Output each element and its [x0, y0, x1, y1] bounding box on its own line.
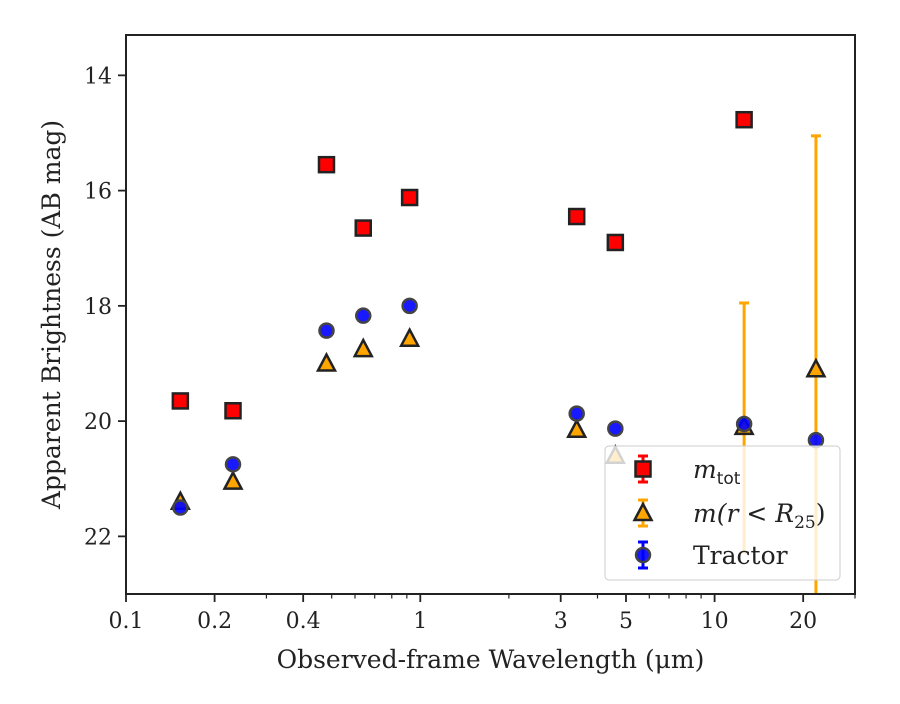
y-axis-label: Apparent Brightness (AB mag) — [37, 120, 66, 510]
data-point-circle — [607, 420, 624, 437]
x-tick-label: 3 — [554, 609, 568, 634]
data-point-square — [224, 401, 242, 420]
data-point-square — [317, 155, 336, 174]
axis-ticks: 0.1 0.2 0.4 1 3 5 10 20 14 16 18 20 22 — [84, 64, 856, 634]
legend-box — [604, 445, 841, 581]
x-tick-label: 0.4 — [286, 609, 321, 634]
data-point-square — [567, 207, 586, 226]
x-tick-label: 20 — [789, 609, 817, 634]
data-point-circle — [401, 297, 418, 315]
plot-frame — [125, 34, 856, 595]
legend-label: mtot — [693, 455, 741, 489]
legend-label: Tractor — [693, 541, 788, 570]
data-point-triangle — [315, 351, 338, 372]
x-tick-label: 10 — [701, 609, 729, 634]
x-tick-label: 5 — [619, 609, 633, 634]
data-point-circle — [224, 456, 242, 473]
data-point-circle — [355, 307, 372, 324]
x-tick-label: 0.1 — [109, 609, 144, 634]
data-point-circle — [172, 499, 189, 516]
data-point-square — [606, 233, 625, 252]
x-tick-label: 0.2 — [197, 609, 232, 634]
data-point-triangle — [352, 337, 374, 358]
data-point-triangle — [222, 469, 244, 490]
x-axis-label: Observed-frame Wavelength (μm) — [277, 645, 705, 674]
y-tick-label: 22 — [84, 525, 112, 550]
x-tick-label: 1 — [413, 609, 427, 634]
y-tick-label: 20 — [84, 410, 112, 435]
data-point-square — [354, 219, 373, 237]
series-3 — [172, 297, 825, 516]
data-point-square — [171, 392, 190, 410]
data-point-square — [400, 188, 419, 207]
y-tick-label: 16 — [84, 180, 112, 205]
legend: mtot m(r < R25) Tractor — [604, 445, 841, 581]
data-point-triangle — [399, 327, 421, 347]
data-point-circle — [568, 405, 585, 422]
y-tick-label: 18 — [84, 295, 112, 320]
legend-label: m(r < R25) — [693, 499, 825, 533]
data-point-circle — [807, 431, 825, 449]
data-point-triangle — [566, 418, 588, 439]
data-point-circle — [735, 415, 753, 433]
legend-marker-triangle — [632, 501, 654, 522]
data-point-circle — [318, 322, 335, 339]
data-point-square — [735, 110, 753, 129]
legend-marker-circle — [634, 546, 652, 564]
y-tick-label: 14 — [84, 64, 112, 89]
legend-marker-square — [634, 460, 652, 478]
series-1 — [171, 110, 753, 420]
data-point-triangle — [805, 357, 827, 378]
